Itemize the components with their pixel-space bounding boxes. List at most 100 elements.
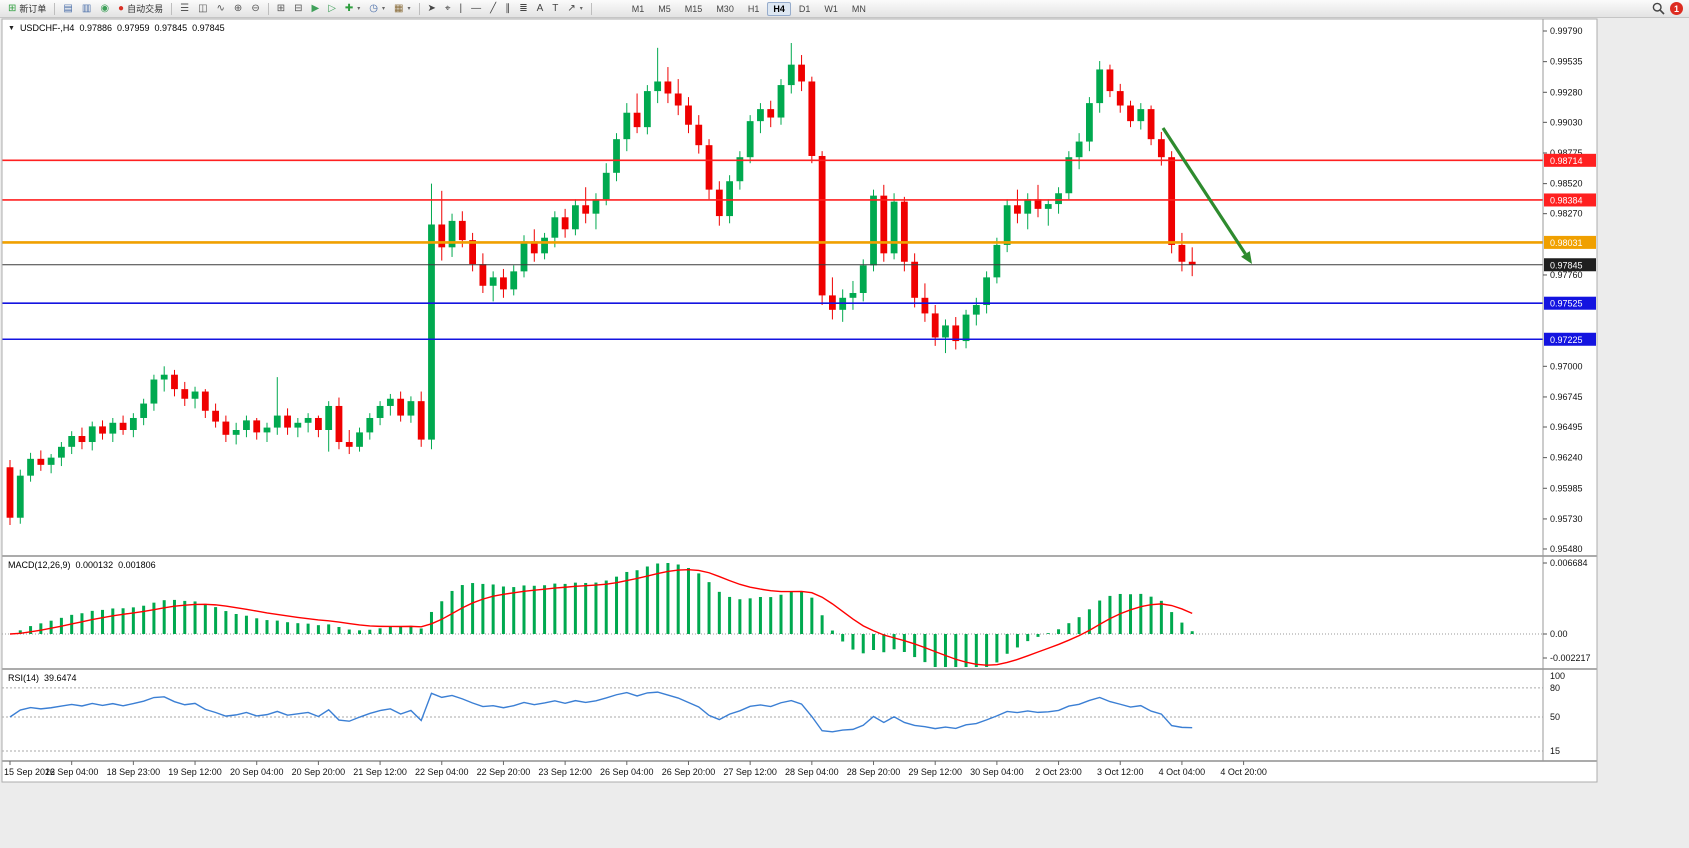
- arrows-icon: ↗: [567, 2, 576, 14]
- charts-grid-icon[interactable]: ▤: [59, 1, 76, 17]
- candle-body: [1065, 157, 1073, 194]
- candle-body: [78, 436, 86, 443]
- chart-shift-icon[interactable]: ▷: [324, 1, 340, 17]
- candle-body: [787, 64, 795, 86]
- horizontal-line-objects: [2, 159, 1543, 341]
- autotrade-button[interactable]: ● 自动交易: [114, 1, 167, 17]
- candlestick-series: [6, 43, 1196, 525]
- candlestick-chart-icon-icon: ◫: [198, 2, 208, 14]
- candle-body: [119, 422, 127, 430]
- arrows-tool[interactable]: ↗ ▾: [563, 1, 586, 17]
- rsi-value: 39.6474: [44, 673, 77, 683]
- candle-body: [643, 91, 651, 128]
- main-toolbar: ⊞ 新订单 ▤ ▥ ◉ ● 自动交易 ☰ ◫ ∿ ⊕ ⊖ ⊞ ⊟ ▶ ▷ ✚ ▾ ◷ ▾ ▦ ▾ ➤ ⌖ | — ╱ ∥ ≣ A T ↗ ▾ M1…: [0, 0, 1689, 18]
- candle-body: [284, 415, 291, 428]
- line-chart-icon-icon: ∿: [216, 2, 225, 14]
- price-tick-label: 0.99790: [1550, 26, 1583, 36]
- candle-body: [222, 421, 230, 435]
- auto-scroll-icon[interactable]: ▶: [307, 1, 323, 17]
- candle-body: [1075, 141, 1083, 158]
- channel-tool[interactable]: ∥: [501, 1, 514, 17]
- candle-body: [160, 374, 168, 380]
- candle-body: [900, 201, 908, 262]
- chart-canvas[interactable]: 0.99790 0.99535 0.99280 0.99030 0.98775 0.985…: [0, 18, 1689, 848]
- candle-body: [500, 277, 507, 290]
- candle-body: [1127, 105, 1134, 122]
- templates-button[interactable]: ▦ ▾: [390, 1, 414, 17]
- candle-body: [572, 205, 579, 230]
- timeframe-m15-button[interactable]: M15: [684, 3, 703, 14]
- toolbar-separator: [54, 2, 56, 15]
- time-tick-label: 26 Sep 04:00: [600, 767, 654, 777]
- notification-badge[interactable]: 1: [1670, 2, 1683, 15]
- chart-collapse-icon[interactable]: ▼: [8, 24, 15, 32]
- candle-body: [746, 121, 754, 158]
- fibonacci-tool[interactable]: ≣: [515, 1, 531, 17]
- chart-close-value: 0.97845: [192, 23, 225, 33]
- rsi-axis-label: 100: [1550, 671, 1565, 681]
- candle-body: [1116, 91, 1124, 106]
- bar-chart-icon[interactable]: ☰: [176, 1, 193, 17]
- text-icon: A: [536, 2, 544, 14]
- candle-body: [674, 93, 682, 106]
- candle-body: [715, 189, 723, 217]
- zoom-out-icon[interactable]: ⊖: [247, 1, 263, 17]
- price-axis[interactable]: 0.99790 0.99535 0.99280 0.99030 0.98775 0.985…: [1543, 26, 1596, 554]
- text-tool[interactable]: A: [533, 1, 548, 17]
- time-tick-label: 20 Sep 04:00: [230, 767, 284, 777]
- trendline-tool[interactable]: ╱: [486, 1, 500, 17]
- indicators-button[interactable]: ✚ ▾: [341, 1, 364, 17]
- vertical-line-tool[interactable]: |: [456, 1, 467, 17]
- autotrade-icon: ●: [118, 2, 125, 14]
- timeframe-d1-button[interactable]: D1: [798, 3, 811, 14]
- label-icon: T: [552, 2, 559, 14]
- timeframe-h4-button[interactable]: H4: [767, 1, 791, 16]
- timeframe-mn-button[interactable]: MN: [851, 3, 866, 14]
- profiles-icon-icon: ▥: [81, 2, 92, 14]
- templates-icon: ▦: [394, 2, 404, 14]
- price-level-badge: [1544, 235, 1596, 249]
- chart-plot-area[interactable]: [2, 20, 1543, 556]
- cascade-windows-icon[interactable]: ⊟: [290, 1, 306, 17]
- periods-button[interactable]: ◷ ▾: [365, 1, 389, 17]
- crosshair-tool[interactable]: ⌖: [441, 1, 455, 17]
- profiles-icon[interactable]: ▥: [78, 1, 95, 17]
- candle-body: [633, 112, 641, 128]
- timeframe-m30-button[interactable]: M30: [716, 3, 734, 14]
- timeframe-m1-button[interactable]: M1: [631, 3, 645, 14]
- alerts-icon[interactable]: ◉: [96, 1, 113, 17]
- candle-body: [88, 426, 96, 443]
- time-tick-label: 28 Sep 04:00: [785, 767, 839, 777]
- search-icon[interactable]: [1652, 2, 1665, 15]
- label-tool[interactable]: T: [548, 1, 562, 17]
- candle-body: [654, 81, 662, 92]
- trend-arrow-object[interactable]: [1161, 127, 1252, 264]
- zoom-in-icon[interactable]: ⊕: [230, 1, 246, 17]
- timeframe-h1-button[interactable]: H1: [747, 3, 760, 14]
- new-order-button[interactable]: ⊞ 新订单: [4, 1, 50, 17]
- price-tick-label: 0.99030: [1550, 117, 1583, 127]
- candle-body: [47, 457, 55, 465]
- notification-count: 1: [1673, 3, 1679, 14]
- horizontal-line-tool[interactable]: —: [467, 1, 485, 17]
- candle-body: [890, 201, 898, 254]
- candlestick-chart-icon[interactable]: ◫: [194, 1, 211, 17]
- horizontal-line-icon: —: [471, 2, 482, 14]
- timeframe-w1-button[interactable]: W1: [824, 3, 838, 14]
- candle-body: [777, 85, 785, 118]
- line-chart-icon[interactable]: ∿: [213, 1, 229, 17]
- candle-body: [695, 124, 703, 146]
- rsi-line: [9, 691, 1193, 733]
- chart-symbol-label: USDCHF-,H4: [19, 23, 75, 33]
- vertical-line-icon: |: [459, 2, 463, 14]
- fibonacci-icon: ≣: [519, 2, 528, 14]
- timeframe-m5-button[interactable]: M5: [658, 3, 671, 14]
- candle-body: [68, 436, 76, 447]
- cursor-tool[interactable]: ➤: [424, 1, 440, 17]
- tile-windows-icon[interactable]: ⊞: [273, 1, 289, 17]
- candle-body: [376, 405, 384, 418]
- candle-body: [541, 237, 548, 254]
- price-tick-label: 0.95985: [1550, 483, 1583, 493]
